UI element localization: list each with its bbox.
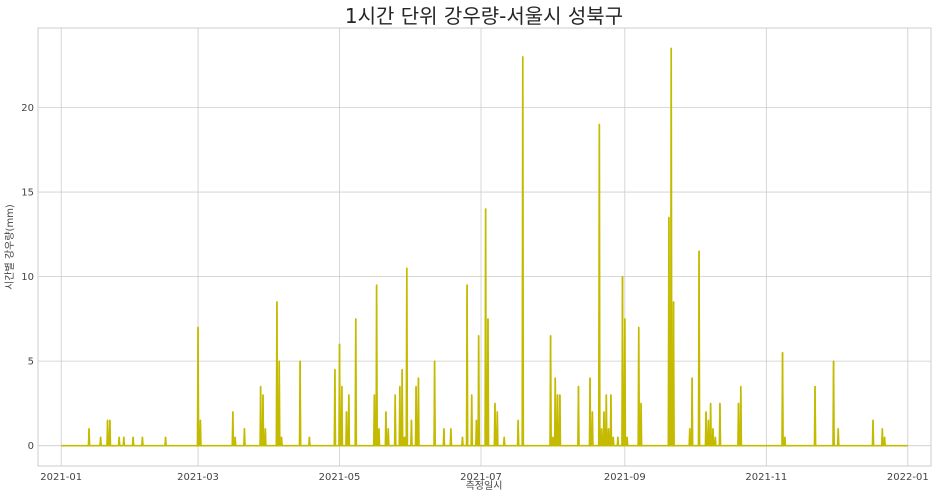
- x-tick-label: 2021-05: [319, 472, 361, 483]
- chart-title: 1시간 단위 강우량-서울시 성북구: [345, 4, 623, 28]
- x-tick-label: 2021-07: [460, 472, 502, 483]
- plot-area: [61, 47, 908, 447]
- y-tick-label: 0: [28, 441, 34, 452]
- y-axis: 0 5 10 15 20: [21, 103, 34, 452]
- x-axis: 2021-01 2021-03 2021-05 2021-07 2021-09 2021-…: [40, 472, 928, 483]
- x-tick-label: 2021-01: [40, 472, 82, 483]
- x-axis-label: 측정일시: [466, 480, 503, 492]
- x-tick-label: 2021-03: [177, 472, 219, 483]
- y-tick-label: 15: [21, 188, 34, 199]
- plot-frame: [37, 27, 932, 467]
- x-tick-label: 2022-01: [887, 472, 929, 483]
- x-tick-label: 2021-11: [745, 472, 787, 483]
- y-tick-label: 20: [21, 103, 34, 114]
- x-tick-label: 2021-09: [604, 472, 646, 483]
- rainfall-series-line: [61, 47, 908, 447]
- y-tick-label: 10: [21, 272, 34, 283]
- y-axis-label: 시간별 강우량(mm): [4, 204, 16, 290]
- y-tick-label: 5: [28, 357, 34, 368]
